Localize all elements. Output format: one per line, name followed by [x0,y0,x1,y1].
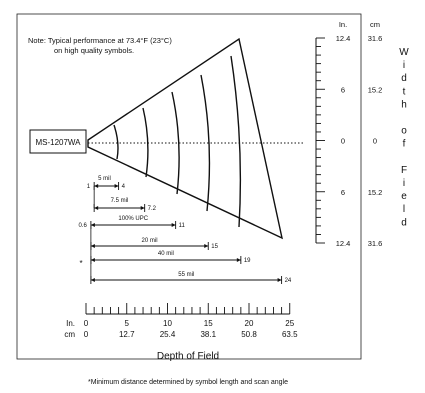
outer-frame [16,13,362,360]
depth-bar-label: 5 mil [98,176,111,182]
note-line-2: on high quality symbols. [54,46,134,55]
depth-tick-label-cm: 25.4 [160,330,176,339]
scan-cone [87,37,283,240]
range-arc-4 [200,74,211,212]
depth-tick-label-in: 15 [204,319,213,328]
bar-arrowhead [90,258,95,262]
width-label-cm: 15.2 [368,85,383,94]
width-title-letter: l [403,204,405,215]
depth-bar-end-value: 11 [179,223,186,229]
footnote: *Minimum distance determined by symbol l… [88,379,288,386]
depth-tick-label-in: 0 [84,319,89,328]
bar-arrowhead [204,244,209,248]
bar-arrowhead [90,244,95,248]
depth-bar-start-value: 1 [87,184,91,190]
range-arc-1 [113,124,119,160]
width-title-letter: F [401,165,407,176]
bar-arrowhead [90,223,95,227]
width-label-cm: 31.6 [368,34,383,43]
width-label-in: 6 [341,188,345,197]
scanner-box [29,129,87,154]
depth-bar-end-value: 7.2 [148,206,157,212]
depth-unit-in: In. [66,319,75,328]
depth-bar-label: 100% UPC [118,216,148,222]
width-unit-cm: cm [370,20,380,29]
range-arc-3 [171,91,180,195]
width-title-letter: W [399,47,409,58]
depth-bar-label: 7.5 mil [111,198,129,204]
note-line-1: Note: Typical performance at 73.4°F (23°… [28,36,172,45]
width-title-letter: h [401,99,407,110]
depth-unit-cm: cm [64,330,75,339]
depth-axis: 0 0 5 12.7 10 25.4 15 38.1 20 50.8 25 63.5 [84,303,298,339]
bar-arrowhead [90,278,95,282]
depth-bar-end-value: 15 [211,244,218,250]
width-label-in: 12.4 [336,34,351,43]
asterisk-mark: * [79,259,82,268]
bar-arrowhead [236,258,241,262]
depth-tick-label-in: 20 [245,319,254,328]
width-title-letter: i [403,60,405,71]
bar-arrowhead [277,278,282,282]
depth-bar-label: 40 mil [158,251,174,257]
width-unit-in: In. [339,20,347,29]
depth-bar-label: 20 mil [142,238,158,244]
depth-bar-end-value: 19 [244,258,251,264]
depth-bar-start-value: 0.6 [79,223,88,229]
depth-tick-label-cm: 12.7 [119,330,135,339]
depth-tick-label-cm: 50.8 [241,330,257,339]
width-label-in: 12.4 [336,239,351,248]
width-title-letter: d [401,73,407,84]
width-labels: 12.4 31.6 6 15.2 0 0 6 15.2 12.4 31.6 [336,34,383,248]
width-title-letter: i [403,178,405,189]
depth-tick-label-in: 5 [125,319,130,328]
bar-arrowhead [140,206,145,210]
depth-tick-label-cm: 38.1 [200,330,216,339]
width-title-letter: f [403,139,406,150]
width-label-cm: 15.2 [368,188,383,197]
bar-arrowhead [114,184,119,188]
bar-arrowhead [171,223,176,227]
width-title-letter: t [403,86,406,97]
range-arc-2 [142,107,149,178]
width-label-cm: 31.6 [368,239,383,248]
depth-bar-label: 55 mil [178,272,194,278]
bar-arrowhead [94,206,99,210]
width-label-in: 6 [341,85,345,94]
depth-tick-label-cm: 0 [84,330,89,339]
depth-bar-end-value: 24 [285,278,292,284]
depth-bar-end-value: 4 [122,184,126,190]
width-ruler [315,37,325,244]
width-title-letter: o [401,126,407,137]
depth-tick-label-in: 25 [285,319,294,328]
bar-arrowhead [94,184,99,188]
width-title-letter: d [401,217,407,228]
depth-tick-label-in: 10 [163,319,172,328]
range-arc-5 [230,55,242,228]
width-label-cm: 0 [373,137,377,146]
width-label-in: 0 [341,137,345,146]
depth-tick-label-cm: 63.5 [282,330,298,339]
width-title-letter: e [401,191,407,202]
scanner-label: MS-1207WA [35,138,81,147]
depth-axis-title: Depth of Field [157,351,219,362]
